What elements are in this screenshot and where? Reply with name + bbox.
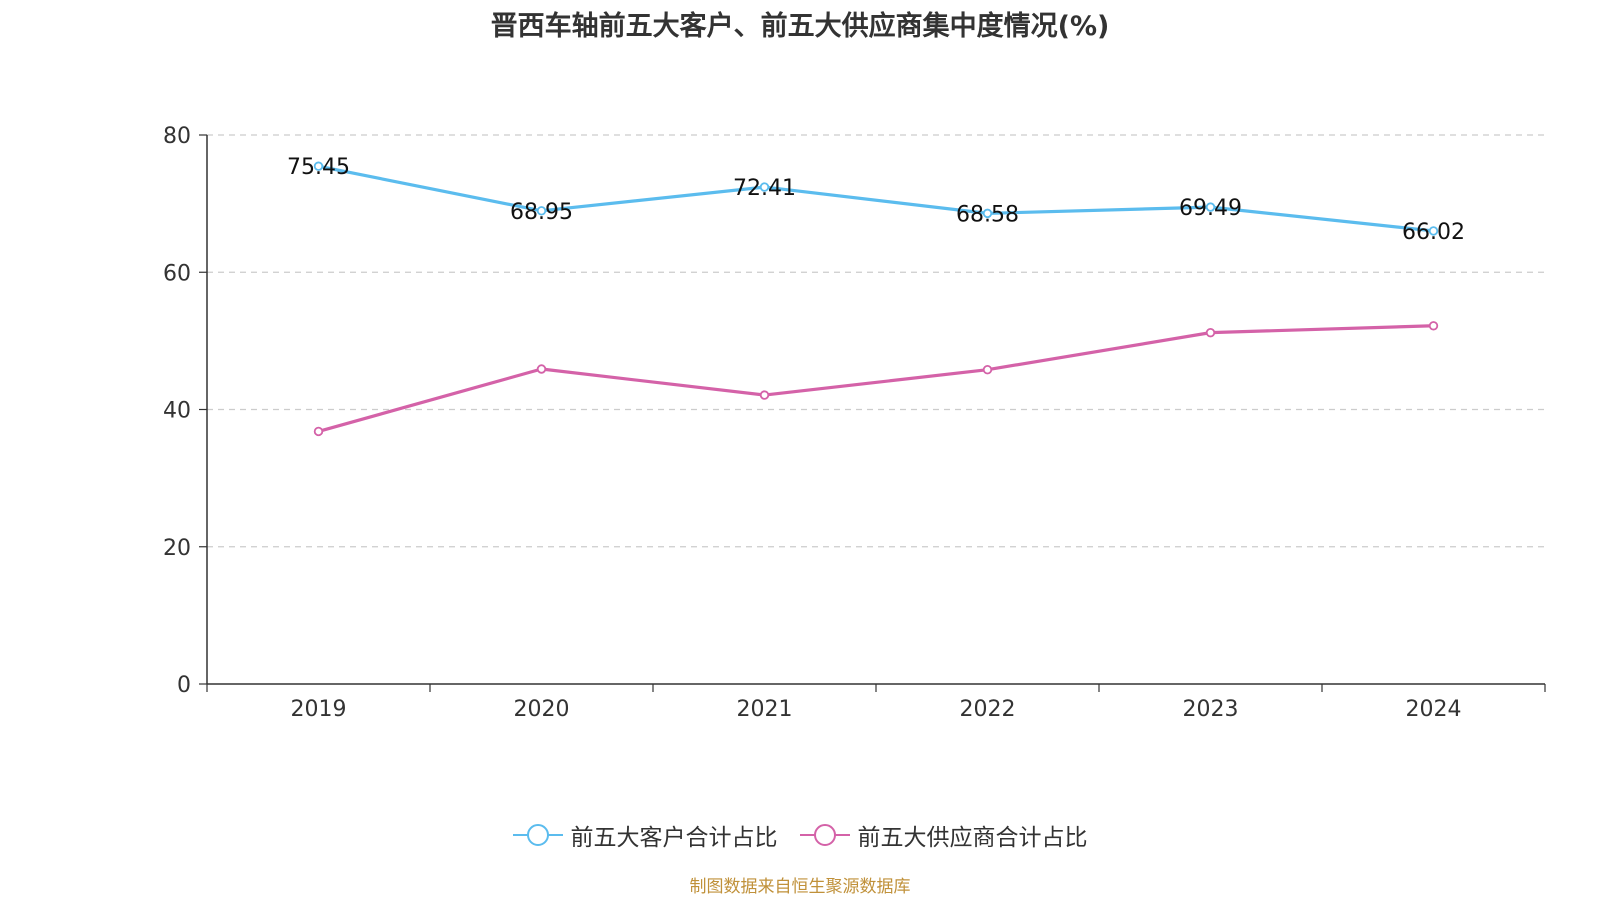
x-tick-label-2020: 2020	[514, 697, 570, 722]
legend-item-customers[interactable]: 前五大客户合计占比	[512, 818, 778, 852]
x-tick-label-2024: 2024	[1406, 697, 1462, 722]
y-tick-label-80: 80	[163, 124, 191, 149]
y-tick-label-20: 20	[163, 536, 191, 561]
source-footer: 制图数据来自恒生聚源数据库	[689, 877, 911, 897]
x-tick-label-2022: 2022	[960, 697, 1016, 722]
data-point-1-2020[interactable]	[536, 364, 547, 374]
data-point-1-2021[interactable]	[759, 390, 770, 400]
data-point-0-2020[interactable]	[536, 206, 547, 216]
data-point-0-2024[interactable]	[1428, 226, 1439, 236]
legend-marker-suppliers	[799, 824, 850, 846]
series-line-1[interactable]	[318, 324, 1434, 434]
y-tick-label-0: 0	[177, 673, 191, 698]
data-label-0-2024: 66.02	[1402, 220, 1465, 245]
x-tick-label-2023: 2023	[1183, 697, 1239, 722]
data-label-0-2023: 69.49	[1179, 196, 1242, 221]
x-tick-label-2019: 2019	[291, 697, 347, 722]
data-point-1-2023[interactable]	[1205, 327, 1216, 338]
data-point-1-2022[interactable]	[982, 364, 993, 375]
data-point-0-2022[interactable]	[982, 208, 993, 219]
data-point-0-2021[interactable]	[759, 182, 770, 192]
data-point-1-2024[interactable]	[1428, 321, 1439, 331]
data-label-0-2020: 68.95	[510, 200, 573, 225]
legend-item-suppliers[interactable]: 前五大供应商合计占比	[799, 818, 1088, 852]
legend-label-customers: 前五大客户合计占比	[570, 825, 778, 851]
data-label-0-2022: 68.58	[956, 202, 1019, 227]
legend-label-suppliers: 前五大供应商合计占比	[857, 825, 1088, 851]
y-tick-label-40: 40	[163, 399, 191, 424]
data-point-1-2019[interactable]	[313, 426, 324, 437]
x-tick-label-2021: 2021	[737, 697, 793, 722]
legend: 前五大客户合计占比 前五大供应商合计占比	[0, 818, 1600, 852]
data-point-0-2023[interactable]	[1205, 202, 1216, 212]
data-label-0-2021: 72.41	[733, 176, 796, 201]
data-label-0-2019: 75.45	[287, 155, 350, 180]
y-tick-label-60: 60	[163, 261, 191, 286]
data-point-0-2019[interactable]	[313, 161, 324, 171]
chart-title: 晋西车轴前五大客户、前五大供应商集中度情况(%)	[490, 11, 1110, 42]
legend-marker-customers	[512, 824, 563, 846]
series-line-0[interactable]	[318, 164, 1434, 233]
